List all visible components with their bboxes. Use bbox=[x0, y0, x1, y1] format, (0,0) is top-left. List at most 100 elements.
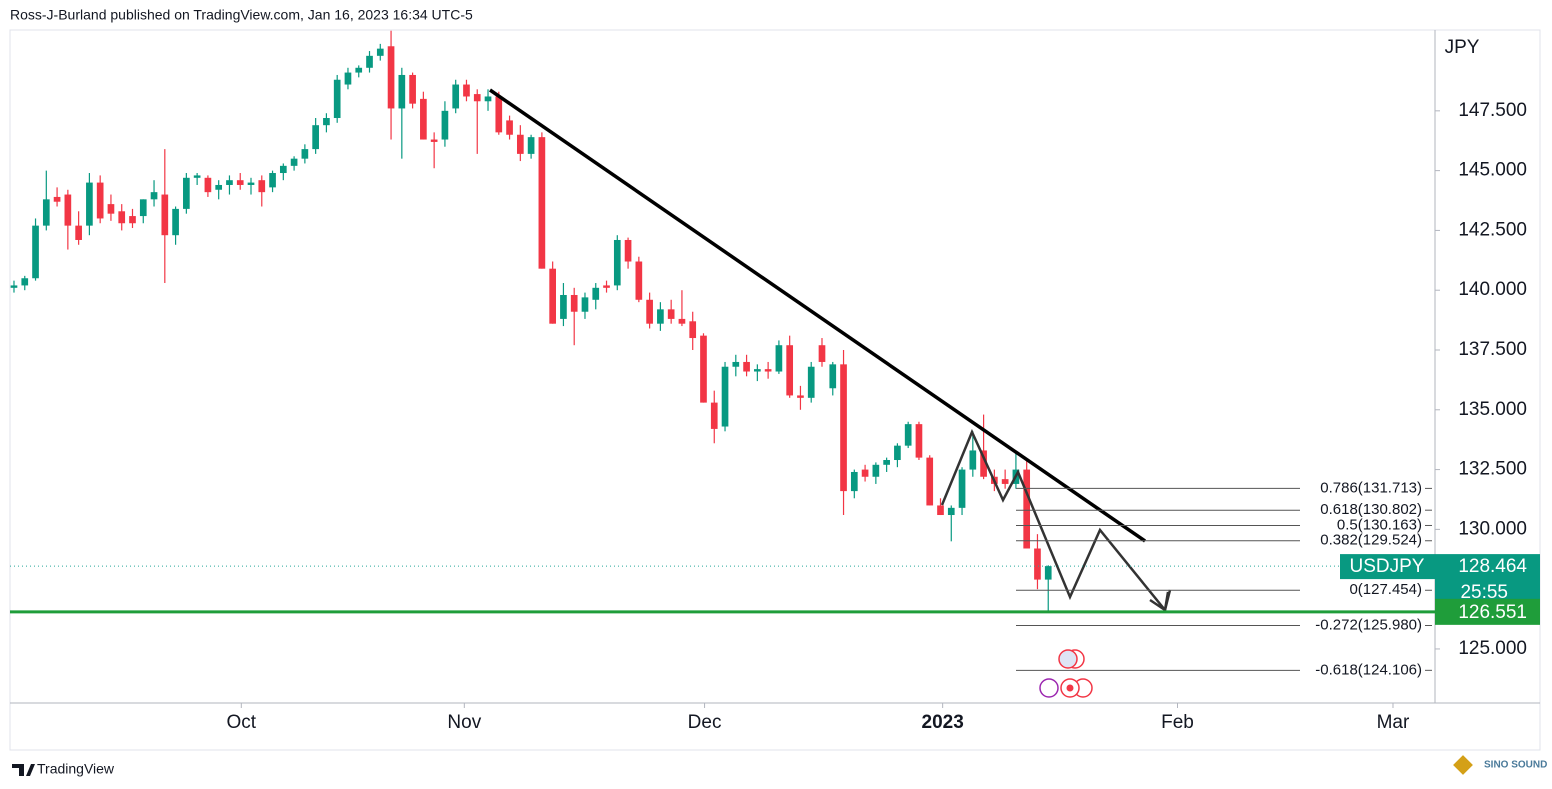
candle-body bbox=[1044, 566, 1052, 580]
candle-body bbox=[258, 180, 266, 193]
candle-body bbox=[581, 297, 589, 312]
candle-body bbox=[721, 366, 729, 427]
frame bbox=[9, 29, 1541, 751]
event-icon bbox=[1066, 684, 1074, 692]
fib-label: 0(127.454) bbox=[1349, 581, 1422, 598]
candle-body bbox=[495, 96, 503, 133]
candle-body bbox=[624, 239, 632, 262]
candles bbox=[10, 30, 1052, 611]
candle-body bbox=[926, 457, 934, 506]
candle-body bbox=[786, 345, 794, 396]
candle-body bbox=[107, 204, 115, 214]
byline: Ross-J-Burland published on TradingView.… bbox=[10, 7, 473, 23]
candle-body bbox=[1023, 469, 1031, 549]
candle-body bbox=[560, 294, 567, 319]
candle-body bbox=[269, 173, 276, 188]
candle-body bbox=[850, 471, 858, 492]
projection-arrow bbox=[1149, 591, 1170, 613]
candle-body bbox=[527, 137, 535, 154]
candle-body bbox=[42, 199, 50, 226]
candle-body bbox=[818, 345, 826, 362]
watermark: SINO SOUND bbox=[1484, 760, 1547, 771]
candle-body bbox=[64, 194, 72, 226]
x-tick-label: Nov bbox=[447, 712, 481, 733]
fib-label: 0.5(130.163) bbox=[1337, 516, 1422, 533]
candle-body bbox=[775, 345, 783, 372]
y-tick-label: 142.500 bbox=[1458, 219, 1527, 240]
candle-body bbox=[312, 125, 319, 150]
candle-body bbox=[1001, 479, 1009, 484]
price-box bbox=[1435, 554, 1540, 607]
candle-body bbox=[754, 369, 761, 372]
x-tick-label: Oct bbox=[227, 712, 257, 733]
candle-body bbox=[969, 450, 977, 470]
candle-body bbox=[861, 469, 869, 477]
logo: TradingView bbox=[37, 761, 115, 777]
y-tick-label: 147.500 bbox=[1458, 100, 1527, 121]
fib-label: -0.272(125.980) bbox=[1315, 616, 1422, 633]
candle-body bbox=[452, 84, 460, 109]
candle-body bbox=[549, 268, 556, 324]
candle-body bbox=[420, 98, 427, 140]
candle-body bbox=[592, 287, 600, 300]
candle-body bbox=[21, 278, 29, 286]
fib-label: 0.786(131.713) bbox=[1320, 479, 1422, 496]
candle-body bbox=[646, 299, 653, 324]
candle-body bbox=[96, 182, 104, 219]
candle-body bbox=[667, 309, 675, 319]
candle-body bbox=[366, 55, 373, 68]
event-icon bbox=[1039, 678, 1059, 698]
candle-body bbox=[118, 211, 126, 224]
candle-body bbox=[10, 285, 18, 288]
y-tick-label: 132.500 bbox=[1458, 459, 1527, 480]
candle-body bbox=[344, 72, 352, 85]
candle-body bbox=[710, 402, 718, 429]
candle-body bbox=[86, 182, 93, 226]
y-tick-label: 140.000 bbox=[1458, 279, 1527, 300]
projection-path bbox=[940, 428, 1172, 613]
candle-body bbox=[161, 194, 169, 236]
candle-body bbox=[700, 335, 707, 403]
candle-body bbox=[689, 321, 697, 339]
candle-body bbox=[570, 294, 578, 312]
candle-body bbox=[376, 48, 384, 56]
candle-body bbox=[193, 175, 201, 178]
candle-body bbox=[139, 199, 147, 217]
logo-mark bbox=[12, 764, 35, 776]
candle-body bbox=[937, 505, 944, 516]
support-box bbox=[1435, 598, 1540, 625]
candle-body bbox=[172, 208, 179, 236]
candle-body bbox=[323, 118, 330, 126]
candle-body bbox=[947, 507, 955, 516]
candle-body bbox=[840, 364, 847, 492]
y-tick-label: 125.000 bbox=[1458, 638, 1527, 659]
candle-body bbox=[473, 94, 481, 102]
candle-body bbox=[829, 364, 837, 389]
candle-body bbox=[538, 137, 546, 269]
candle-body bbox=[32, 225, 39, 279]
candle-body bbox=[301, 149, 309, 159]
candle-body bbox=[764, 369, 772, 372]
candle-body bbox=[743, 361, 750, 372]
candle-body bbox=[53, 196, 61, 202]
x-tick-label: Mar bbox=[1377, 712, 1410, 733]
candle-body bbox=[915, 424, 923, 458]
candle-body bbox=[635, 261, 643, 300]
x-tick-label: 2023 bbox=[922, 712, 964, 733]
candle-body bbox=[980, 450, 987, 477]
candle-body bbox=[657, 309, 664, 324]
symbol-label: USDJPY bbox=[1350, 556, 1425, 577]
event-icon bbox=[1058, 649, 1078, 669]
candle-body bbox=[150, 192, 158, 200]
candle-body bbox=[484, 96, 492, 102]
candle-body bbox=[904, 424, 912, 446]
candle-body bbox=[236, 180, 244, 185]
candle-body bbox=[441, 110, 449, 140]
candle-body bbox=[516, 134, 524, 154]
y-tick-label: 135.000 bbox=[1458, 399, 1527, 420]
candle-body bbox=[204, 177, 212, 193]
candle-body bbox=[247, 182, 255, 185]
candle-body bbox=[506, 120, 513, 135]
candle-body bbox=[872, 464, 880, 477]
